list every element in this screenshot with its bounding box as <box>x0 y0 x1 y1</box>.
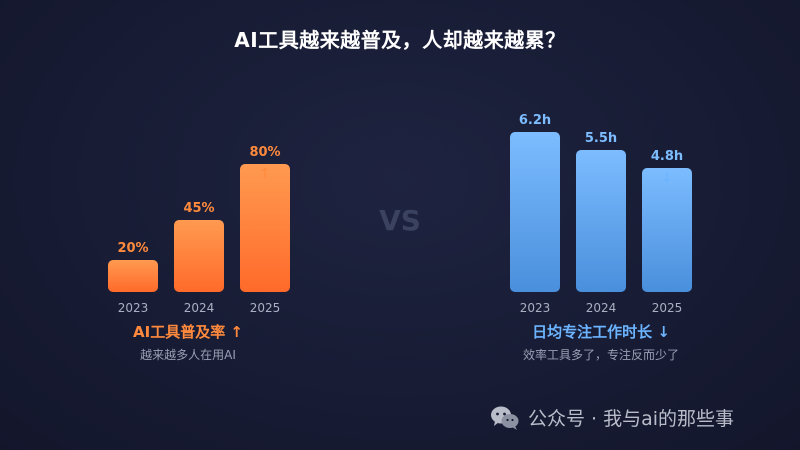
adoption-rate-label: AI工具普及率 ↑ <box>133 323 243 341</box>
watermark-text: 公众号 · 我与ai的那些事 <box>528 408 735 430</box>
adoption-bar-2023 <box>108 260 158 292</box>
adoption-category-label-2024: 2024 <box>184 301 215 315</box>
adoption-trend-arrow-icon: ↑ <box>259 166 271 182</box>
focus-bar-2025 <box>642 168 692 292</box>
focus-bar-2023 <box>510 132 560 292</box>
watermark: 公众号 · 我与ai的那些事 <box>490 404 734 431</box>
wechat-icon <box>491 406 519 430</box>
adoption-bar-2024 <box>174 220 224 292</box>
focus-trend-arrow-icon: ↓ <box>661 170 673 186</box>
focus-bar-2024 <box>576 150 626 292</box>
vs-label: VS <box>379 204 421 237</box>
adoption-value-label-2023: 20% <box>117 241 148 256</box>
focus-value-label-2025: 4.8h <box>651 149 683 164</box>
adoption-rate-subtitle: 越来越多人在用AI <box>140 348 236 362</box>
focus-category-label-2025: 2025 <box>652 301 683 315</box>
adoption-category-label-2023: 2023 <box>118 301 149 315</box>
focus-time-subtitle: 效率工具多了，专注反而少了 <box>522 348 679 362</box>
focus-category-label-2023: 2023 <box>520 301 551 315</box>
focus-value-label-2023: 6.2h <box>519 113 551 128</box>
focus-category-label-2024: 2024 <box>586 301 617 315</box>
page-title: AI工具越来越普及，人却越来越累？ <box>234 28 566 52</box>
focus-value-label-2024: 5.5h <box>585 131 617 146</box>
adoption-value-label-2025: 80% <box>249 145 280 160</box>
focus-time-label: 日均专注工作时长 ↓ <box>532 323 670 341</box>
adoption-category-label-2025: 2025 <box>250 301 281 315</box>
adoption-value-label-2024: 45% <box>183 201 214 216</box>
adoption-bar-2025 <box>240 164 290 292</box>
